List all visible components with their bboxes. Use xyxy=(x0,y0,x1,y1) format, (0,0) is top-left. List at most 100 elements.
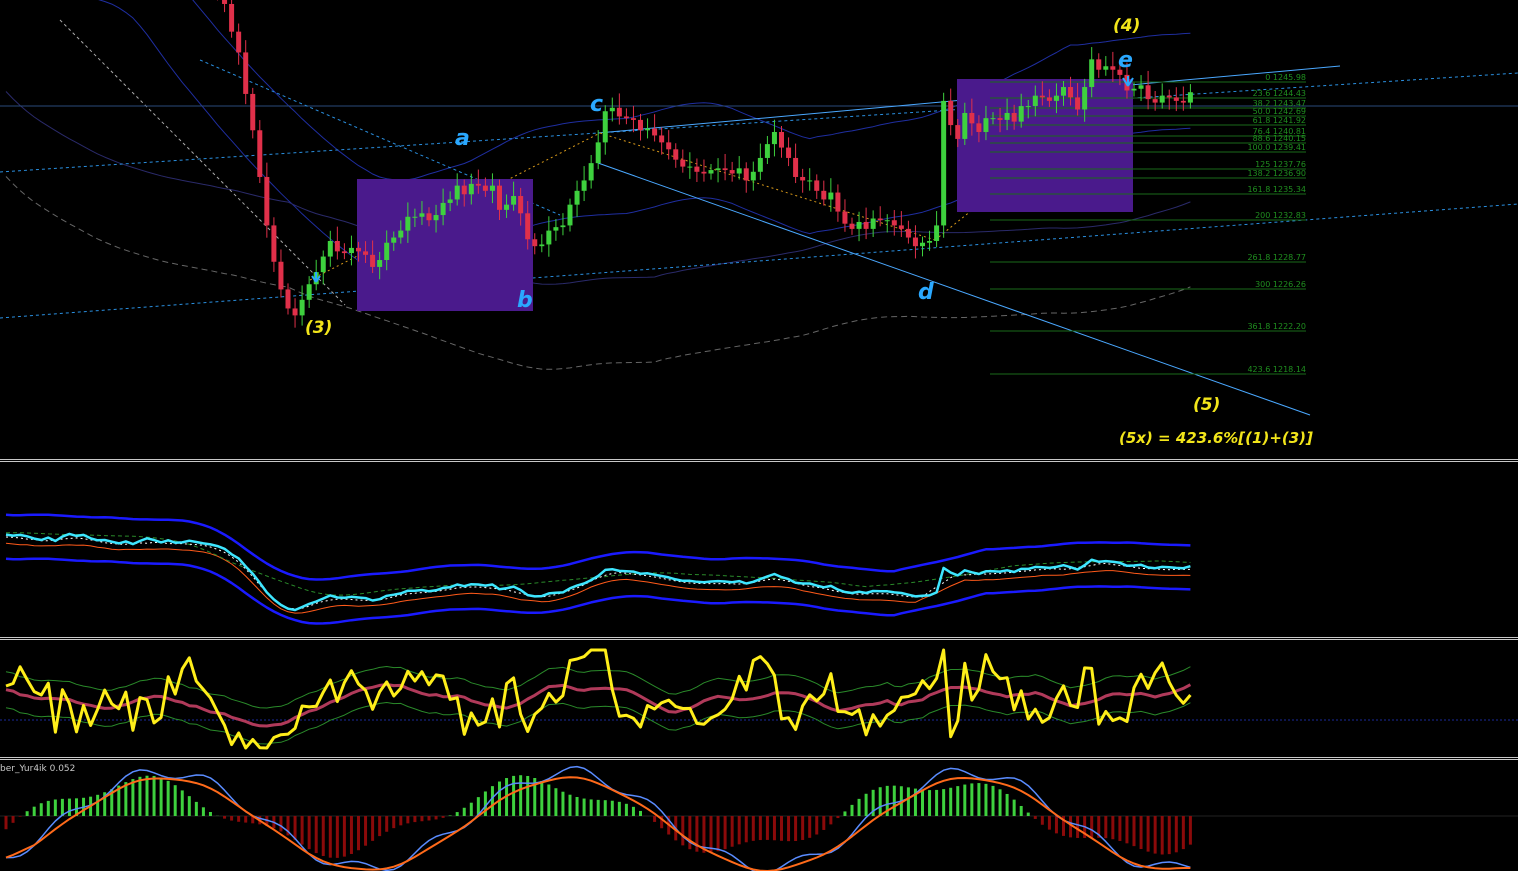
candle-body xyxy=(560,225,566,228)
candle-body xyxy=(356,247,361,252)
candle-body xyxy=(1159,95,1165,103)
candle-body xyxy=(327,240,333,257)
candle-body xyxy=(405,216,411,231)
candle-body xyxy=(884,220,890,222)
candle-body xyxy=(1082,87,1088,110)
candle-body xyxy=(264,176,270,226)
trendlines xyxy=(0,0,1518,416)
candle-body xyxy=(659,135,665,143)
candle-body xyxy=(842,211,848,224)
candle-body xyxy=(948,100,954,126)
candlesticks xyxy=(217,0,1193,328)
candle-body xyxy=(285,289,291,309)
candle-body xyxy=(243,52,249,94)
candle-body xyxy=(990,118,996,120)
candle-body xyxy=(793,157,799,177)
fib-label: 300 1226.26 xyxy=(1255,280,1306,289)
candle-body xyxy=(835,192,841,212)
candle-body xyxy=(729,170,735,174)
candle-body xyxy=(1061,87,1066,96)
candle-body xyxy=(1166,95,1172,98)
candle-body xyxy=(666,142,672,150)
candle-body xyxy=(518,196,524,214)
candle-body xyxy=(511,196,517,205)
fib-label: 361.8 1222.20 xyxy=(1247,322,1306,331)
candle-body xyxy=(334,240,340,252)
candle-body xyxy=(1004,112,1010,120)
candle-body xyxy=(602,111,608,143)
indicator-2-pane xyxy=(0,640,1518,756)
candle-body xyxy=(962,112,968,139)
wave-label-3: (3) xyxy=(305,318,332,338)
candle-body xyxy=(1180,100,1186,103)
candle-body xyxy=(370,254,376,267)
candle-body xyxy=(229,3,235,32)
envelope-lower-2 xyxy=(5,91,1191,285)
candle-body xyxy=(1173,97,1179,101)
candle-body xyxy=(384,242,390,261)
candle-body xyxy=(623,116,629,119)
pane-separator xyxy=(0,637,1518,638)
candle-body xyxy=(898,225,904,229)
candle-body xyxy=(630,118,636,120)
indicator-3-chart xyxy=(0,765,1518,871)
arrow-icon xyxy=(1122,76,1134,87)
candle-body xyxy=(694,166,700,172)
pane-separator xyxy=(0,459,1518,460)
osc-ma xyxy=(5,683,1192,728)
wave-label-b: b xyxy=(517,288,533,313)
candle-body xyxy=(701,171,707,174)
candle-body xyxy=(447,199,453,203)
candle-body xyxy=(722,168,728,171)
candle-body xyxy=(398,230,404,238)
oscillator-line xyxy=(5,648,1192,750)
pane-separator xyxy=(0,759,1518,760)
wave-path xyxy=(599,132,936,241)
candle-body xyxy=(489,185,495,191)
indicator-1-line xyxy=(5,532,1191,612)
wave-5-target-annotation: (5x) = 423.6%[(1)+(3)] xyxy=(1119,429,1313,447)
candle-body xyxy=(771,132,777,145)
candle-body xyxy=(1187,92,1193,103)
candle-body xyxy=(278,261,284,290)
wave-box-e xyxy=(957,79,1133,212)
candle-body xyxy=(1075,97,1081,110)
candle-body xyxy=(1096,59,1102,70)
candle-body xyxy=(574,190,580,205)
fib-label: 261.8 1228.77 xyxy=(1247,253,1306,262)
wave-path xyxy=(309,132,601,281)
wave-label-4: (4) xyxy=(1113,16,1140,36)
candle-body xyxy=(497,185,502,210)
candle-body xyxy=(828,192,834,200)
candle-body xyxy=(1152,99,1158,103)
candle-body xyxy=(348,247,354,254)
candle-body xyxy=(934,225,940,241)
candle-body xyxy=(786,147,792,158)
candle-body xyxy=(807,180,813,182)
candle-body xyxy=(912,237,918,247)
candle-body xyxy=(870,218,876,229)
pane-separator xyxy=(0,461,1518,462)
candle-body xyxy=(877,218,883,221)
candle-body xyxy=(814,180,820,191)
candle-body xyxy=(236,31,242,53)
candle-body xyxy=(440,202,446,216)
candle-body xyxy=(976,123,982,132)
candle-body xyxy=(595,142,601,164)
arrow-icon xyxy=(311,272,321,283)
fib-label: 38.2 1243.47 xyxy=(1253,99,1306,108)
fib-label: 200 1232.83 xyxy=(1255,211,1306,220)
candle-body xyxy=(891,220,897,226)
candle-body xyxy=(969,112,975,124)
candle-body xyxy=(1046,97,1052,101)
candle-body xyxy=(920,242,925,247)
candle-body xyxy=(468,183,474,195)
wave-label-c: c xyxy=(590,92,603,117)
wave-label-e: e xyxy=(1118,48,1133,73)
candle-body xyxy=(377,260,383,267)
pane-separator xyxy=(0,639,1518,640)
candle-body xyxy=(412,216,418,218)
candle-body xyxy=(363,251,369,255)
candle-body xyxy=(1117,69,1123,75)
candle-body xyxy=(715,168,721,171)
